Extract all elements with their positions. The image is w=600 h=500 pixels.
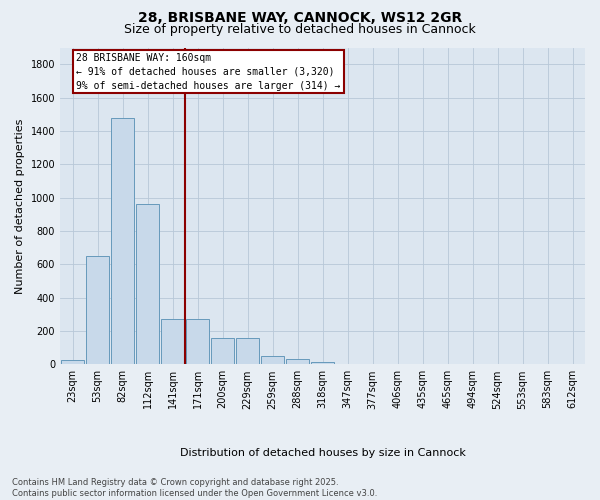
Bar <box>286 360 309 364</box>
Bar <box>236 338 259 364</box>
Text: 28, BRISBANE WAY, CANNOCK, WS12 2GR: 28, BRISBANE WAY, CANNOCK, WS12 2GR <box>138 11 462 25</box>
Bar <box>61 360 84 364</box>
Text: Contains HM Land Registry data © Crown copyright and database right 2025.
Contai: Contains HM Land Registry data © Crown c… <box>12 478 377 498</box>
Bar <box>211 338 234 364</box>
Bar <box>136 204 159 364</box>
Text: 28 BRISBANE WAY: 160sqm
← 91% of detached houses are smaller (3,320)
9% of semi-: 28 BRISBANE WAY: 160sqm ← 91% of detache… <box>76 52 341 90</box>
Y-axis label: Number of detached properties: Number of detached properties <box>15 118 25 294</box>
Bar <box>186 320 209 364</box>
X-axis label: Distribution of detached houses by size in Cannock: Distribution of detached houses by size … <box>179 448 466 458</box>
Bar <box>261 356 284 364</box>
Bar <box>311 362 334 364</box>
Title: 28, BRISBANE WAY, CANNOCK, WS12 2GR
Size of property relative to detached houses: 28, BRISBANE WAY, CANNOCK, WS12 2GR Size… <box>0 499 1 500</box>
Bar <box>86 256 109 364</box>
Bar <box>111 118 134 364</box>
Bar <box>161 320 184 364</box>
Text: Size of property relative to detached houses in Cannock: Size of property relative to detached ho… <box>124 24 476 36</box>
